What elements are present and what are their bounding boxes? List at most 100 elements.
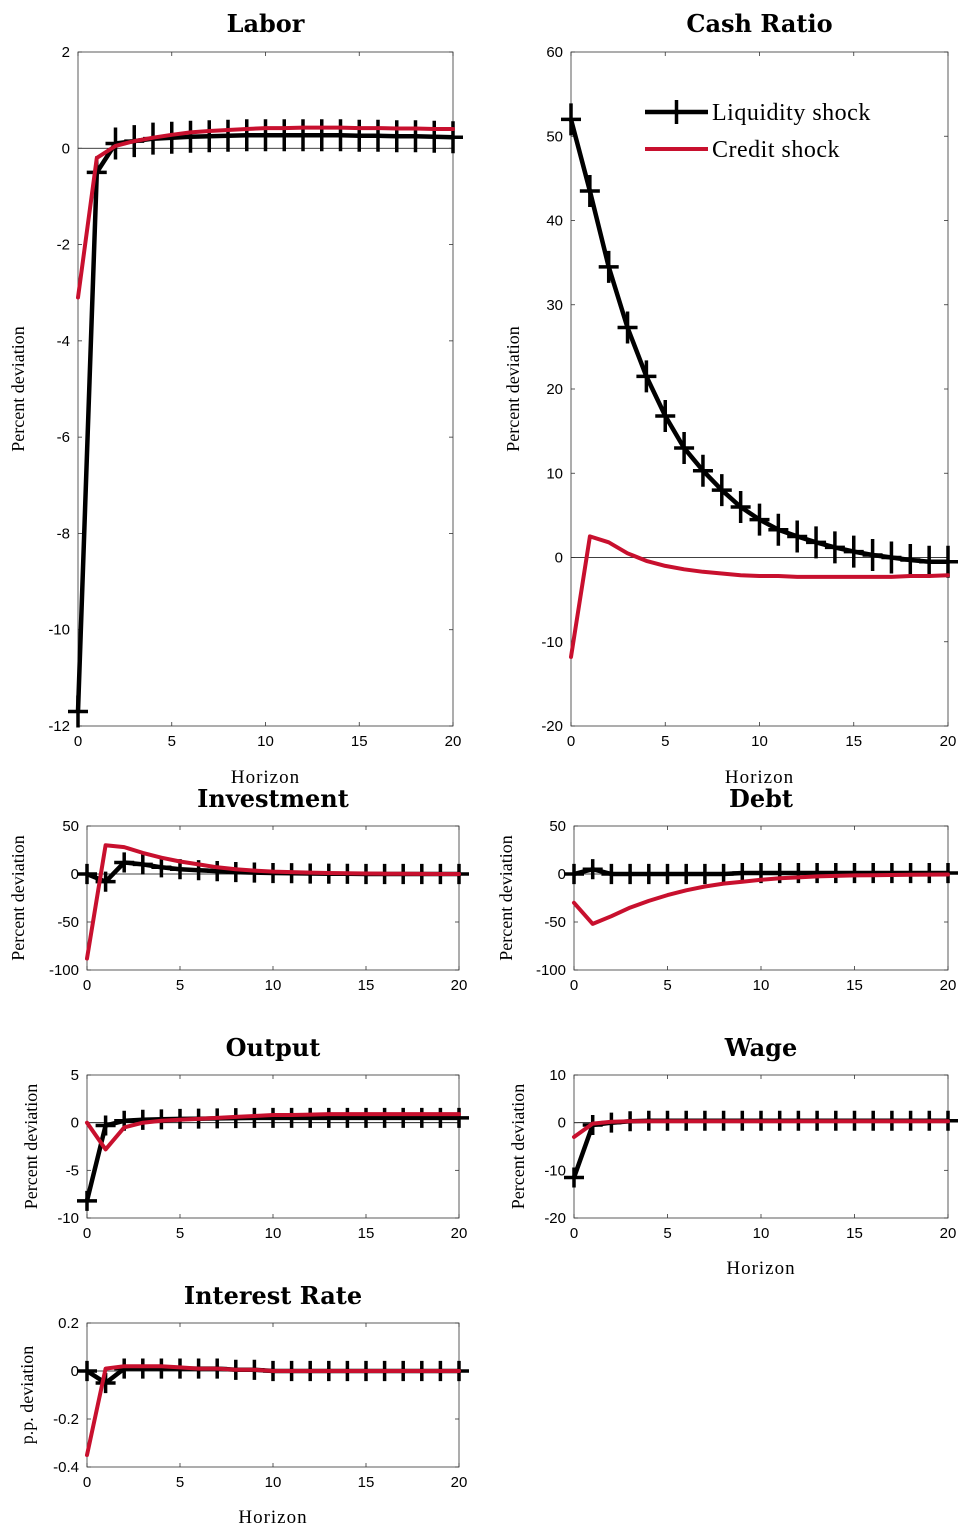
data-point-marker <box>919 545 940 578</box>
data-point-marker <box>225 862 246 883</box>
y-tick-label: -0.2 <box>53 1411 79 1428</box>
data-point-marker <box>564 1167 584 1188</box>
y-tick-label: -5 <box>66 1162 79 1179</box>
data-point-marker <box>114 852 135 873</box>
data-point-marker <box>620 863 641 885</box>
data-point-marker <box>768 513 789 546</box>
x-tick-label: 20 <box>445 733 462 750</box>
y-tick-label: 60 <box>546 44 563 61</box>
series-line-liquidity-shock-output <box>84 1115 462 1204</box>
data-point-marker <box>132 854 153 875</box>
panel-investment: Investment 0 5 10 15 20 50 0 -50 -100 Percent devi… <box>8 784 469 994</box>
y-axis-label-interest-rate: p.p. deviation <box>17 1346 37 1444</box>
x-tick-label: 20 <box>451 977 468 994</box>
data-point-marker <box>443 121 463 154</box>
series-line-credit-shock-wage <box>572 1119 950 1139</box>
x-tick-label: 5 <box>176 1474 184 1491</box>
data-point-marker <box>405 120 426 153</box>
series-line-credit-shock-output <box>85 1112 461 1152</box>
y-tick-label: 0 <box>71 1363 79 1380</box>
y-tick-label: -2 <box>57 237 70 254</box>
x-tick-label: 15 <box>846 1225 863 1242</box>
x-tick-label: 5 <box>663 1225 671 1242</box>
data-point-marker <box>274 119 295 152</box>
axes-frame-debt <box>573 825 949 971</box>
y-tick-label: -6 <box>57 429 70 446</box>
data-point-marker <box>300 1107 321 1128</box>
data-point-marker <box>617 311 638 344</box>
y-axis-label-cash-ratio: Percent deviation <box>503 326 523 451</box>
data-point-marker <box>844 862 865 884</box>
panel-interest-rate: Interest Rate 0 5 10 15 20 0.2 0 -0.2 -0.4 p.p. de… <box>17 1281 469 1528</box>
data-point-marker <box>694 863 715 885</box>
data-point-marker <box>843 535 864 568</box>
y-axis-label-investment: Percent deviation <box>8 835 28 960</box>
series-line-liquidity-shock-labor <box>75 133 456 714</box>
x-tick-label: 15 <box>358 977 375 994</box>
data-point-marker <box>132 1109 153 1130</box>
y-tick-label: -10 <box>57 1210 79 1227</box>
data-point-marker <box>564 863 584 885</box>
y-tick-label: -20 <box>544 1210 566 1227</box>
y-tick-label: 0 <box>62 140 70 157</box>
panel-output: Output 0 5 10 15 20 5 0 -5 -10 Percent deviation <box>21 1033 469 1242</box>
data-point-marker <box>711 474 732 507</box>
data-point-marker <box>598 250 619 283</box>
series-line-credit-shock-labor <box>76 125 455 300</box>
data-point-marker <box>863 862 884 884</box>
x-tick-label: 20 <box>940 977 957 994</box>
data-point-marker <box>787 520 808 553</box>
axes-frame-investment <box>86 825 460 971</box>
y-tick-label: -0.4 <box>53 1459 79 1476</box>
x-tick-label: 0 <box>83 977 91 994</box>
data-point-marker <box>824 531 845 564</box>
y-tick-label: 10 <box>546 465 563 482</box>
y-tick-label: 0 <box>558 1115 566 1132</box>
x-tick-label: 10 <box>257 733 274 750</box>
data-point-marker <box>263 1107 283 1128</box>
y-tick-label: 50 <box>62 818 79 835</box>
data-point-marker <box>393 1107 414 1128</box>
data-point-marker <box>788 862 809 884</box>
data-point-marker <box>386 120 407 153</box>
y-axis-label-output: Percent deviation <box>21 1084 41 1209</box>
y-tick-label: -12 <box>48 718 70 735</box>
x-tick-label: 0 <box>570 1225 578 1242</box>
y-tick-label: -100 <box>49 962 79 979</box>
data-point-marker <box>349 119 370 152</box>
y-tick-label: 40 <box>546 213 563 230</box>
y-axis-label-wage: Percent deviation <box>508 1084 528 1209</box>
panel-title-labor: Labor <box>227 9 305 38</box>
series-line-credit-shock-cash-ratio <box>569 534 950 659</box>
y-tick-label: -50 <box>544 914 566 931</box>
axes-frame-output <box>86 1074 460 1219</box>
data-point-marker <box>337 1107 358 1128</box>
panel-title-investment: Investment <box>197 784 349 813</box>
x-tick-label: 0 <box>83 1225 91 1242</box>
y-tick-label: 0 <box>558 866 566 883</box>
x-tick-label: 15 <box>846 977 863 994</box>
x-tick-label: 10 <box>753 977 770 994</box>
data-point-marker <box>657 863 678 885</box>
data-point-marker <box>561 103 581 136</box>
data-point-marker <box>807 862 828 884</box>
x-tick-label: 20 <box>940 1225 957 1242</box>
y-tick-label: -4 <box>57 333 70 350</box>
x-tick-label: 10 <box>265 977 282 994</box>
data-point-marker <box>806 526 827 559</box>
x-axis-label-labor: Horizon <box>231 767 300 788</box>
y-tick-label: 0 <box>71 1115 79 1132</box>
data-point-marker <box>938 545 958 578</box>
y-tick-label: 0 <box>71 866 79 883</box>
data-point-marker <box>374 1107 395 1128</box>
data-point-marker <box>356 1107 376 1128</box>
x-tick-label: 15 <box>351 733 368 750</box>
data-point-marker <box>77 1360 97 1382</box>
y-tick-label: 0.2 <box>58 1315 79 1332</box>
x-tick-label: 10 <box>265 1225 282 1242</box>
series-line-credit-shock-investment <box>85 843 461 961</box>
data-point-marker <box>862 538 883 571</box>
x-tick-label: 15 <box>358 1225 375 1242</box>
y-tick-label: 10 <box>549 1067 566 1084</box>
x-tick-label: 15 <box>845 733 862 750</box>
